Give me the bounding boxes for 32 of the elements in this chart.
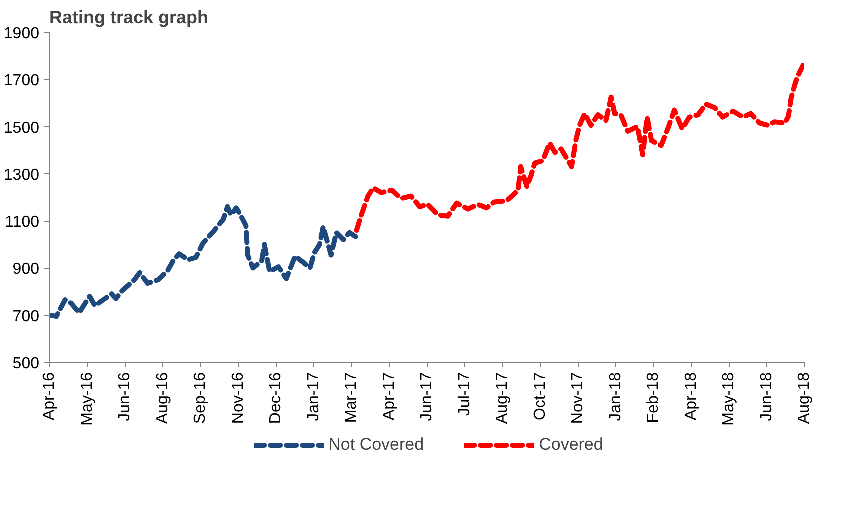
- x-tick-label: Apr-18: [682, 372, 700, 421]
- chart-title: Rating track graph: [50, 8, 209, 28]
- y-tick-label: 900: [12, 261, 40, 278]
- x-tick-label: Nov-17: [570, 372, 586, 424]
- y-tick-label: 1500: [4, 120, 40, 137]
- y-tick-label: 1900: [4, 26, 40, 42]
- y-tick-label: 1700: [4, 72, 40, 90]
- y-tick-label: 500: [12, 356, 40, 372]
- legend-label: Covered: [539, 435, 604, 455]
- y-tick-label: 1300: [4, 166, 40, 184]
- x-tick-label: Jan-18: [607, 372, 624, 422]
- x-tick-label: Dec-16: [268, 372, 284, 424]
- y-tick-label: 1100: [5, 214, 40, 232]
- x-tick-label: Feb-18: [645, 372, 662, 424]
- x-tick-label: Jun-18: [758, 372, 776, 422]
- legend-label: Not Covered: [328, 435, 424, 455]
- x-tick-label: Oct-17: [532, 372, 549, 421]
- x-tick-label: Jun-17: [418, 372, 436, 422]
- x-tick-label: Sep-16: [192, 372, 209, 424]
- x-tick-label: Jul-17: [456, 372, 474, 416]
- x-tick-label: Apr-16: [41, 372, 58, 421]
- x-tick-label: May-18: [720, 372, 738, 426]
- x-tick-label: Apr-17: [380, 372, 398, 421]
- x-tick-label: Jan-17: [305, 372, 322, 422]
- x-tick-label: Jun-16: [116, 372, 134, 422]
- x-tick-label: Nov-16: [230, 372, 247, 424]
- x-tick-label: Aug-16: [154, 372, 172, 424]
- y-tick-label: 700: [12, 308, 40, 326]
- x-tick-label: Aug-17: [494, 372, 511, 424]
- x-tick-label: Mar-17: [343, 372, 360, 424]
- x-tick-label: May-16: [78, 372, 96, 426]
- x-tick-label: Aug-18: [796, 372, 813, 424]
